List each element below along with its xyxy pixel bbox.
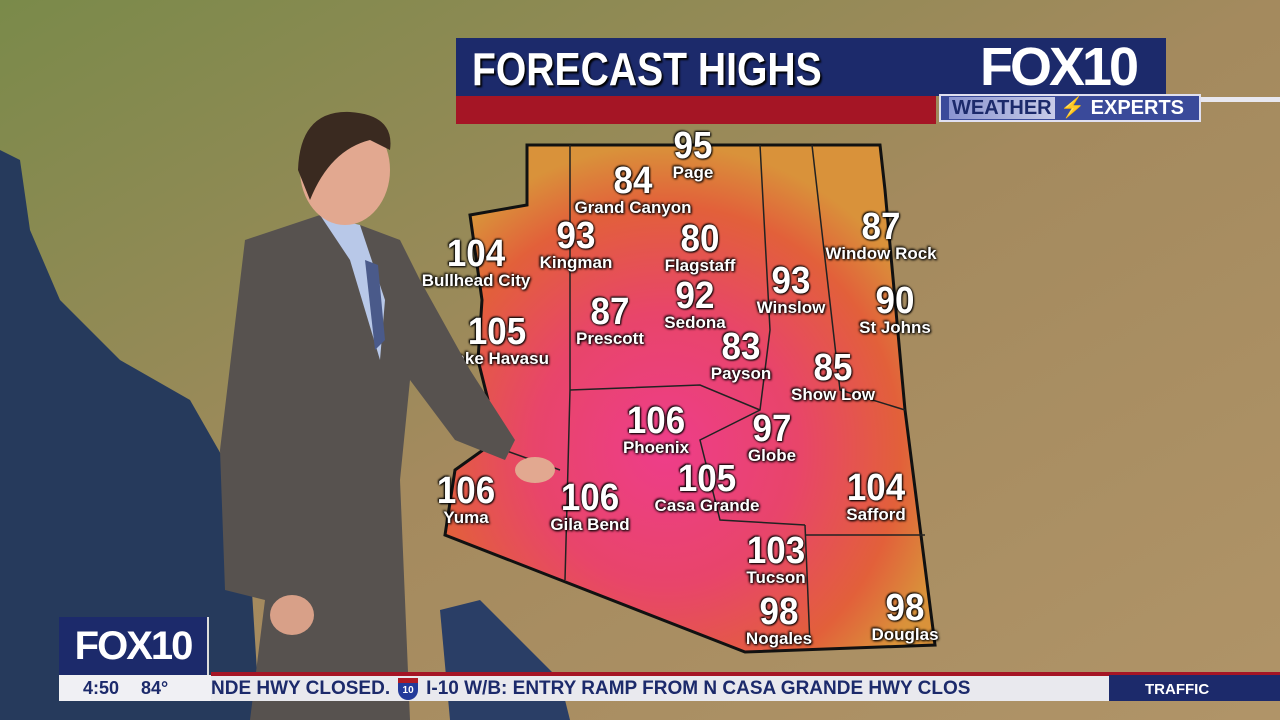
- ticker-category: TRAFFIC: [1109, 672, 1280, 701]
- city-temp: 80: [680, 218, 720, 260]
- city-temp: 87: [590, 291, 630, 333]
- fox10-logo: FOX10: [980, 37, 1139, 97]
- city-label: 106 Gila Bend: [550, 477, 630, 534]
- lightning-icon: ⚡: [1060, 97, 1086, 119]
- city-label: 87 Prescott: [575, 291, 645, 348]
- city-name: Nogales: [745, 629, 813, 648]
- city-temp: 105: [467, 311, 527, 353]
- city-label: 84 Grand Canyon: [574, 160, 692, 217]
- city-name: Douglas: [871, 625, 939, 644]
- interstate-shield-icon: 10: [398, 677, 419, 700]
- city-label: 104 Safford: [844, 467, 907, 524]
- city-temp: 104: [846, 467, 906, 509]
- city-label: 105 Casa Grande: [654, 458, 760, 515]
- station-bug-logo: FOX10: [59, 617, 209, 675]
- city-name: Window Rock: [825, 244, 937, 263]
- city-label: 106 Yuma: [434, 470, 497, 527]
- city-temp: 90: [875, 280, 915, 322]
- city-label: 97 Globe: [747, 408, 797, 465]
- city-label: 93 Winslow: [756, 260, 826, 317]
- city-name: Yuma: [443, 508, 489, 527]
- page-title: FORECAST HIGHS: [472, 43, 822, 95]
- city-temp: 95: [673, 125, 713, 167]
- city-temp: 106: [436, 470, 496, 512]
- city-name: Prescott: [575, 329, 645, 348]
- city-name: Tucson: [746, 568, 806, 587]
- city-name: Payson: [710, 364, 772, 383]
- city-temp: 104: [446, 233, 506, 275]
- city-name: St Johns: [859, 318, 931, 337]
- news-ticker: NDE HWY CLOSED. 10 I-10 W/B: ENTRY RAMP FR…: [211, 672, 1109, 701]
- weather-experts-logo: WEATHER ⚡ EXPERTS: [939, 94, 1201, 122]
- title-banner: FORECAST HIGHS: [456, 38, 1166, 96]
- city-name: Phoenix: [622, 438, 690, 457]
- city-temp: 83: [721, 326, 761, 368]
- city-name: Flagstaff: [664, 256, 736, 275]
- city-label: 80 Flagstaff: [664, 218, 736, 275]
- city-label: 104 Bullhead City: [421, 233, 531, 290]
- city-temp: 84: [613, 160, 653, 202]
- city-name: Casa Grande: [654, 496, 760, 515]
- city-label: 85 Show Low: [790, 347, 876, 404]
- city-temp: 106: [560, 477, 620, 519]
- county-lines: [489, 144, 925, 646]
- city-label: 83 Payson: [710, 326, 772, 383]
- city-name: Lake Havasu: [445, 349, 549, 368]
- city-label: 98 Douglas: [871, 587, 939, 644]
- city-label: 98 Nogales: [745, 591, 813, 648]
- city-label: 87 Window Rock: [825, 206, 937, 263]
- city-temp: 106: [626, 400, 686, 442]
- title-accent-bar: [456, 96, 936, 124]
- city-temp: 98: [759, 591, 799, 633]
- city-label: 103 Tucson: [744, 530, 807, 587]
- city-name: Winslow: [756, 298, 826, 317]
- city-label: 106 Phoenix: [622, 400, 690, 457]
- divider: [1201, 97, 1280, 102]
- city-label: 90 St Johns: [859, 280, 931, 337]
- city-temp: 98: [885, 587, 925, 629]
- city-label: 93 Kingman: [539, 215, 613, 272]
- city-temp: 93: [771, 260, 811, 302]
- city-name: Safford: [846, 505, 906, 524]
- city-name: Sedona: [664, 313, 726, 332]
- city-name: Page: [672, 163, 714, 182]
- city-name: Globe: [747, 446, 797, 465]
- city-temp: 87: [861, 206, 901, 248]
- current-temp: 84°: [141, 678, 169, 698]
- city-temp: 85: [813, 347, 853, 389]
- city-label: 95 Page: [672, 125, 714, 182]
- city-name: Gila Bend: [550, 515, 630, 534]
- city-name: Grand Canyon: [574, 198, 692, 217]
- city-name: Kingman: [539, 253, 613, 272]
- city-name: Bullhead City: [421, 271, 531, 290]
- clock-time: 4:50: [83, 678, 120, 698]
- city-temp: 92: [675, 275, 715, 317]
- pacific-ocean: [0, 150, 260, 720]
- city-label: 105 Lake Havasu: [445, 311, 549, 368]
- city-temp: 103: [746, 530, 806, 572]
- city-temp: 97: [752, 408, 792, 450]
- city-label: 92 Sedona: [664, 275, 726, 332]
- arizona-state: [443, 143, 937, 654]
- time-temp-box: 4:50 84°: [59, 675, 211, 701]
- city-name: Show Low: [790, 385, 876, 404]
- city-temp: 93: [556, 215, 596, 257]
- city-temp: 105: [677, 458, 737, 500]
